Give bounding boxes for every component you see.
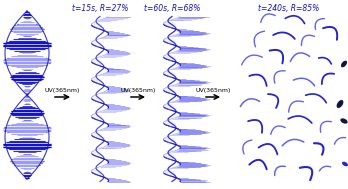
- Ellipse shape: [337, 100, 343, 108]
- Text: t=60s, R=68%: t=60s, R=68%: [144, 4, 200, 13]
- Text: t=15s, R=27%: t=15s, R=27%: [72, 4, 128, 13]
- Ellipse shape: [340, 118, 348, 124]
- Text: t=240s, R=85%: t=240s, R=85%: [258, 4, 320, 13]
- Ellipse shape: [341, 61, 347, 67]
- Text: UV(365nm): UV(365nm): [120, 88, 156, 93]
- Text: UV(365nm): UV(365nm): [195, 88, 231, 93]
- Ellipse shape: [342, 162, 348, 166]
- Text: UV(365nm): UV(365nm): [45, 88, 80, 93]
